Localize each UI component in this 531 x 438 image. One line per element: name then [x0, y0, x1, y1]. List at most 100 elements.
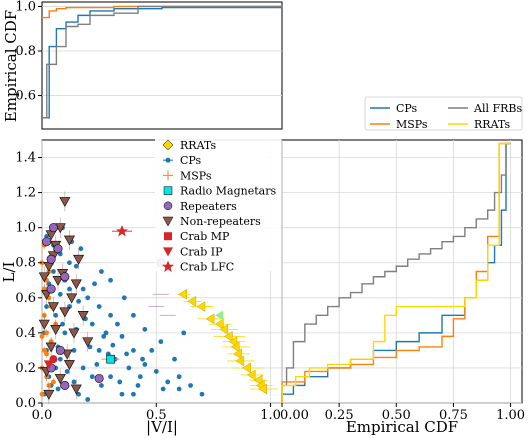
legend-marker-rrats	[162, 139, 174, 151]
rrat-point	[205, 313, 215, 325]
main-ticks: 0.0 0.2 0.4 0.6 0.8 1.0 1.2 1.4 0.0 0.5 1.0	[15, 151, 281, 423]
cp-point	[76, 298, 81, 304]
main-y-tick-label: 1.2	[15, 186, 36, 201]
cp-point	[176, 374, 182, 380]
nonrepeater-point	[63, 360, 75, 371]
legend-marker-repeaters	[163, 201, 173, 211]
cdf-legend-box	[364, 96, 523, 131]
rrat-point	[235, 355, 245, 367]
cp-point	[172, 356, 177, 362]
cp-point	[103, 330, 109, 336]
right-x-tick-label: 1.00	[496, 408, 525, 423]
cp-point	[60, 321, 65, 327]
nonrepeater-point	[73, 254, 85, 265]
right-x-tick-label: 0.00	[280, 408, 309, 423]
cp-point	[64, 369, 70, 374]
nonrepeater-point	[54, 374, 66, 385]
cp-point	[85, 397, 91, 402]
legend-marker-cps	[165, 157, 171, 163]
main-y-tick-label: 0.2	[15, 361, 36, 376]
cp-point	[101, 333, 107, 339]
main-scatter-points	[38, 191, 278, 405]
main-legend-label: Crab MP	[180, 230, 230, 243]
cp-point	[176, 386, 182, 392]
cp-point	[89, 321, 95, 327]
top-y-label: Empirical CDF	[2, 10, 20, 122]
legend-marker-crab-mp	[164, 232, 172, 241]
cdf-legend-label: RRATs	[474, 118, 510, 131]
cp-point	[135, 383, 141, 388]
cp-point	[53, 312, 59, 318]
nonrepeater-point	[61, 349, 73, 360]
cp-point	[96, 304, 102, 309]
main-legend-label: CPs	[180, 154, 202, 167]
repeater-point	[94, 373, 104, 383]
legend-marker-crab-lfc	[162, 260, 174, 273]
msp-point	[39, 391, 45, 397]
main-legend-label: Crab IP	[180, 245, 223, 258]
cp-point	[142, 326, 148, 332]
cp-point	[62, 330, 68, 336]
repeater-point	[55, 345, 65, 355]
repeater-point	[46, 254, 56, 264]
repeater-point	[53, 244, 63, 254]
top-cdf-line-frbs	[42, 5, 282, 119]
cp-point	[181, 330, 187, 336]
cp-point	[44, 304, 49, 309]
top-y-tick-label: 0.6	[15, 89, 36, 104]
rrat-point	[196, 301, 206, 313]
cp-point	[51, 269, 56, 274]
cdf-legend: CPs MSPs All FRBs RRATs	[364, 96, 523, 131]
lime-point	[215, 310, 224, 321]
cdf-legend-label: MSPs	[396, 118, 428, 131]
main-x-label: |V/I|	[146, 418, 178, 436]
right-x-ticks: 0.00 0.25 0.50 0.75 1.00	[280, 403, 525, 423]
nonrepeater-point	[43, 389, 55, 400]
right-cdf-lines	[281, 142, 511, 403]
cp-point	[165, 379, 171, 385]
cp-point	[131, 348, 136, 353]
legend-marker-crab-ip	[163, 247, 173, 257]
main-legend-label: Crab LFC	[180, 261, 234, 274]
top-y-tick-label: 1.0	[15, 0, 36, 14]
top-cdf-line-msps	[42, 5, 282, 19]
right-x-label: Empirical CDF	[346, 418, 458, 436]
right-cdf-panel: 0.00 0.25 0.50 0.75 1.00 Empirical CDF	[280, 139, 525, 436]
rrat-point	[253, 374, 263, 386]
cp-point	[80, 365, 86, 371]
main-y-tick-label: 0.6	[15, 291, 36, 306]
main-legend-label: Non-repeaters	[180, 215, 261, 228]
cp-point	[99, 383, 104, 388]
cp-point	[119, 333, 125, 339]
cp-point	[108, 277, 113, 283]
main-legend-label: Radio Magnetars	[180, 185, 276, 198]
nonrepeater-point	[77, 311, 89, 321]
msp-point	[41, 348, 47, 353]
nonrepeater-point	[38, 272, 50, 283]
nonrepeater-point	[47, 302, 59, 313]
main-y-tick-label: 1.0	[15, 221, 36, 236]
cp-point	[80, 286, 86, 292]
cp-point	[108, 312, 113, 318]
cp-point	[78, 246, 84, 252]
rrat-point	[187, 295, 197, 307]
cp-point	[94, 362, 100, 367]
rrat-point	[178, 288, 187, 300]
cp-point	[124, 351, 129, 357]
cp-point	[89, 374, 95, 380]
main-x-tick-label: 0.5	[146, 408, 167, 423]
msp-point	[39, 333, 45, 339]
cp-point	[188, 383, 193, 388]
cp-point	[71, 379, 77, 385]
nonrepeater-point	[50, 325, 62, 335]
rrat-point	[228, 336, 238, 348]
nonrepeater-point	[45, 342, 57, 353]
cdf-legend-label: CPs	[396, 102, 418, 115]
main-legend-label: RRATs	[180, 139, 216, 152]
top-cdf-panel: 0.6 0.8 1.0 Empirical CDF	[2, 0, 283, 130]
cp-point	[73, 263, 79, 269]
legend-marker-magnetars	[163, 186, 173, 195]
top-y-ticks: 0.6 0.8 1.0	[15, 0, 42, 104]
crab-ip-point	[43, 360, 54, 370]
cp-point	[119, 391, 125, 397]
